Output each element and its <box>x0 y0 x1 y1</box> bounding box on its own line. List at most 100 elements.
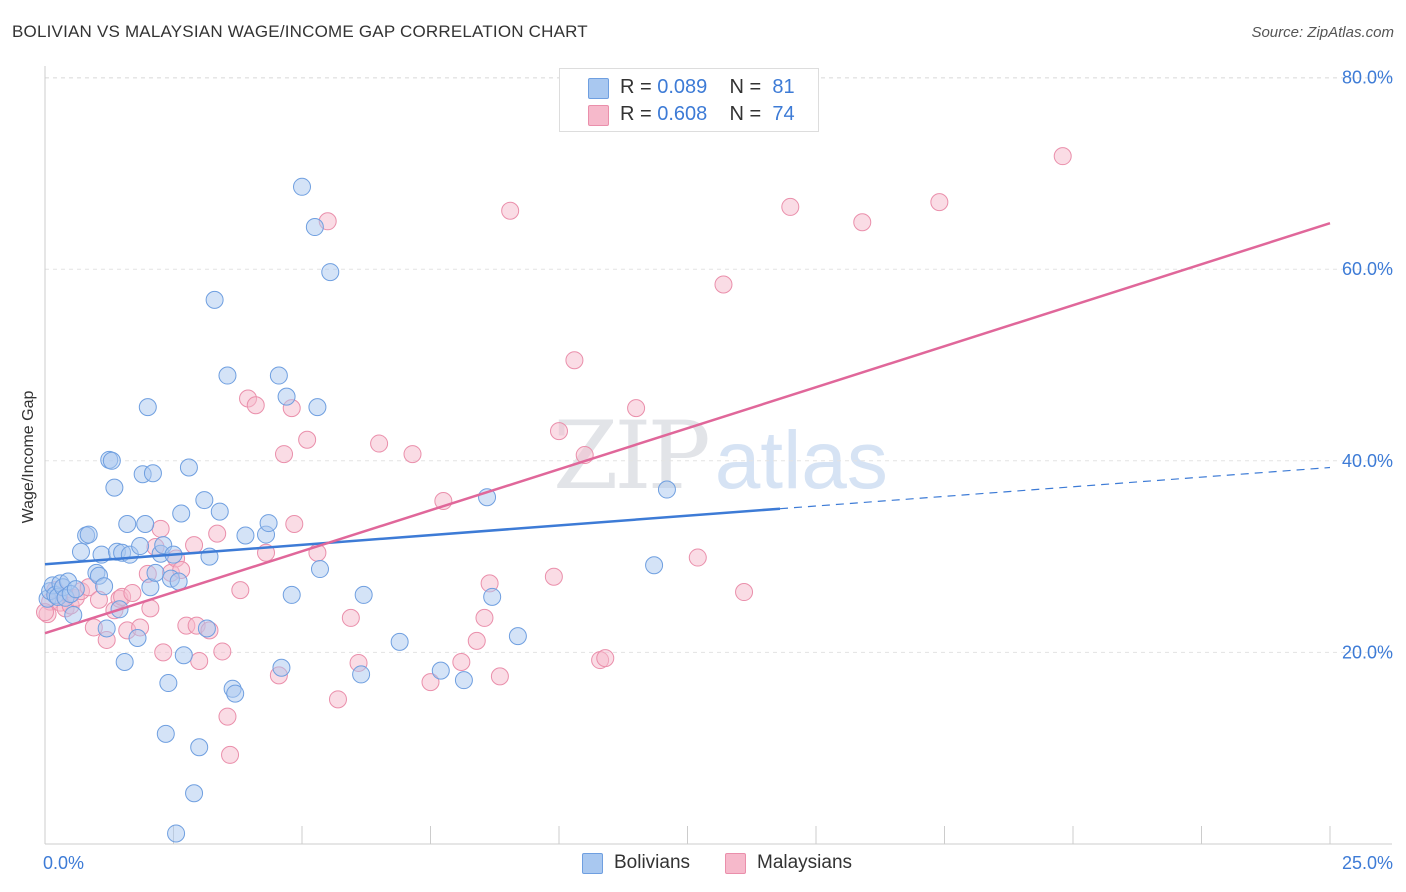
legend-r-label: R = <box>620 103 658 125</box>
point-malaysians <box>452 652 471 671</box>
point-bolivians <box>115 652 134 671</box>
bottom-legend-swatch-malaysians <box>725 853 746 874</box>
point-malaysians <box>627 399 646 418</box>
y-tick-label: 40.0% <box>1342 451 1393 471</box>
point-bolivians <box>352 665 371 684</box>
legend-text-malaysians: R = 0.608 N = 74 <box>620 103 795 126</box>
legend-n-label: N = <box>729 103 767 125</box>
point-malaysians <box>403 445 422 464</box>
point-bolivians <box>645 556 664 575</box>
point-bolivians <box>195 491 214 510</box>
point-bolivians <box>218 366 237 385</box>
bottom-legend-label-bolivians: Bolivians <box>614 852 691 873</box>
point-bolivians <box>174 646 193 665</box>
point-bolivians <box>95 577 114 596</box>
point-malaysians <box>208 524 227 543</box>
point-bolivians <box>97 619 116 638</box>
point-malaysians <box>490 667 509 686</box>
point-bolivians <box>159 674 178 693</box>
point-bolivians <box>167 824 186 843</box>
chart-title: BOLIVIAN VS MALAYSIAN WAGE/INCOME GAP CO… <box>12 22 588 41</box>
point-bolivians <box>102 451 121 470</box>
point-malaysians <box>370 434 389 453</box>
trend-line-malaysians <box>44 222 1331 635</box>
point-bolivians <box>431 661 450 680</box>
legend-text-bolivians: R = 0.089 N = 81 <box>620 76 795 99</box>
point-bolivians <box>179 458 198 477</box>
point-bolivians <box>138 398 157 417</box>
point-bolivians <box>308 398 327 417</box>
point-malaysians <box>275 445 294 464</box>
point-bolivians <box>354 585 373 604</box>
point-bolivians <box>210 502 229 521</box>
source-credit: Source: ZipAtlas.com <box>1251 24 1394 41</box>
legend-n-label: N = <box>729 76 767 98</box>
legend-n-value: 74 <box>772 103 795 125</box>
point-bolivians <box>79 525 98 544</box>
point-malaysians <box>190 652 209 671</box>
point-malaysians <box>501 201 520 220</box>
point-bolivians <box>197 619 216 638</box>
point-bolivians <box>105 478 124 497</box>
point-bolivians <box>259 514 278 533</box>
axis-labels: 20.0% 40.0% 60.0% 80.0% 0.0% 25.0% Wage/Income… <box>20 68 1393 873</box>
point-bolivians <box>172 504 191 523</box>
point-malaysians <box>221 745 240 764</box>
point-bolivians <box>282 585 301 604</box>
point-malaysians <box>328 690 347 709</box>
point-malaysians <box>467 631 486 650</box>
point-bolivians <box>483 587 502 606</box>
point-bolivians <box>272 658 291 677</box>
y-tick-label: 80.0% <box>1342 68 1393 88</box>
trend-line-bolivians <box>44 507 781 566</box>
legend-swatch-bolivians <box>588 78 609 99</box>
point-bolivians <box>657 480 676 499</box>
point-malaysians <box>550 422 568 441</box>
y-tick-label: 20.0% <box>1342 642 1393 662</box>
y-tick-label: 60.0% <box>1342 259 1393 279</box>
y-axis-label: Wage/Income Gap <box>20 391 37 524</box>
point-malaysians <box>285 515 304 534</box>
point-bolivians <box>66 580 85 599</box>
point-malaysians <box>475 608 494 627</box>
legend-swatch-malaysians <box>588 105 609 126</box>
point-malaysians <box>151 519 170 538</box>
point-malaysians <box>735 583 754 602</box>
data-points <box>36 147 1072 843</box>
point-bolivians <box>508 627 527 646</box>
point-malaysians <box>544 567 563 586</box>
point-bolivians <box>128 629 147 648</box>
point-bolivians <box>64 606 83 625</box>
legend-r-value: 0.608 <box>657 103 708 125</box>
point-bolivians <box>277 387 296 406</box>
point-malaysians <box>714 275 733 294</box>
point-bolivians <box>226 684 245 703</box>
point-malaysians <box>688 548 707 567</box>
point-malaysians <box>154 643 173 662</box>
point-bolivians <box>321 263 340 282</box>
point-bolivians <box>293 177 311 196</box>
point-malaysians <box>596 649 615 668</box>
point-bolivians <box>454 671 473 690</box>
point-malaysians <box>298 430 317 449</box>
point-malaysians <box>213 642 232 661</box>
axes <box>44 66 1392 845</box>
point-bolivians <box>185 784 204 803</box>
trend-lines <box>44 222 1331 635</box>
x-tick-label: 0.0% <box>43 853 84 873</box>
point-malaysians <box>565 351 584 370</box>
point-bolivians <box>269 366 288 385</box>
point-malaysians <box>930 193 949 212</box>
point-bolivians <box>205 290 224 309</box>
stats-legend: R = 0.089 N = 81 R = 0.608 N = 74 <box>559 68 819 132</box>
point-bolivians <box>305 218 324 237</box>
legend-r-value: 0.089 <box>657 76 708 98</box>
point-malaysians <box>421 673 440 692</box>
point-malaysians <box>185 536 204 555</box>
point-malaysians <box>853 213 872 232</box>
legend-n-value: 81 <box>772 76 795 98</box>
bottom-legend-swatch-bolivians <box>582 853 603 874</box>
point-bolivians <box>136 515 155 534</box>
point-bolivians <box>131 537 150 556</box>
